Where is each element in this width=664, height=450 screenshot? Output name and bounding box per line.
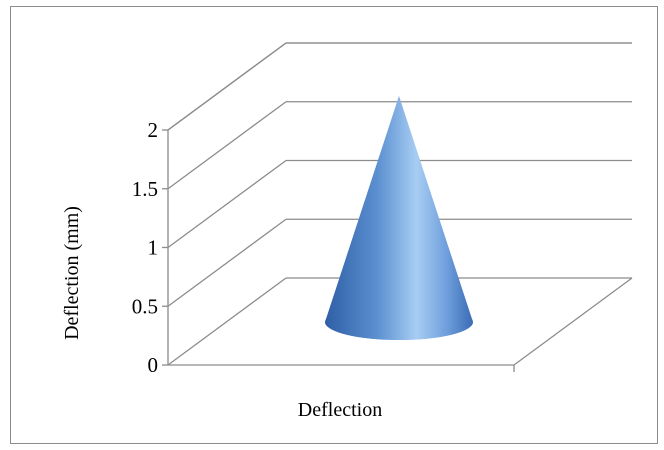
- gridlines: [162, 42, 632, 366]
- y-tick-label: 2: [148, 118, 159, 142]
- y-tick-label: 1: [148, 236, 159, 260]
- gridline-side-4: [167, 42, 287, 131]
- y-tick-label: 0: [148, 353, 159, 377]
- chart-frame: [10, 6, 658, 444]
- gridline-side-2: [167, 159, 287, 249]
- gridline-side-3: [167, 101, 287, 190]
- cone-bar-deflection: [325, 95, 473, 341]
- floor-left-edge: [167, 277, 287, 366]
- floor-right-edge: [513, 277, 633, 366]
- y-tick-label: 0.5: [132, 294, 158, 318]
- gridline-side-1: [167, 218, 287, 307]
- y-axis-title: Deflection (mm): [61, 206, 83, 340]
- y-tick-label: 1.5: [132, 177, 158, 201]
- x-axis-title: Deflection: [298, 399, 382, 421]
- series-deflection: [325, 95, 473, 341]
- y-tick-labels: 0 0.5 1 1.5 2: [132, 118, 158, 377]
